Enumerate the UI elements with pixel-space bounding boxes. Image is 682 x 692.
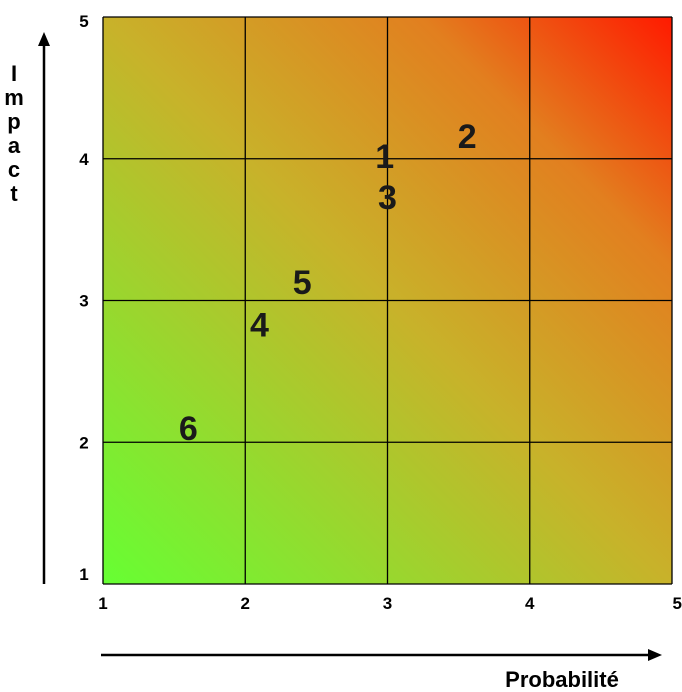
x-tick-label: 5 [673, 594, 682, 613]
y-tick-label: 4 [79, 150, 89, 169]
x-tick-label: 4 [525, 594, 535, 613]
y-tick-label: 3 [79, 292, 88, 311]
x-tick-label: 2 [241, 594, 250, 613]
y-axis-arrow-head [38, 32, 50, 46]
y-axis-title-letter: a [8, 133, 21, 158]
grid-lines [102, 16, 673, 585]
y-tick-label: 1 [79, 565, 88, 584]
risk-point-4: 4 [250, 307, 269, 345]
risk-points: 1 2 3 45 6 [179, 118, 477, 448]
risk-point-2: 2 [458, 118, 477, 156]
y-axis-title-letter: c [8, 157, 20, 182]
y-axis-title-letter: p [7, 109, 20, 134]
y-tick-label: 2 [79, 433, 88, 452]
x-tick-label: 3 [383, 594, 392, 613]
x-axis-title: Probabilité [505, 667, 619, 692]
y-tick-label: 5 [79, 12, 88, 31]
y-axis-title-letter: t [10, 181, 18, 206]
x-tick-label: 1 [98, 594, 107, 613]
y-axis-title-letter: I [11, 61, 17, 86]
x-axis-arrow-head [648, 649, 662, 661]
y-axis-title-letter: m [4, 85, 24, 110]
risk-point-6: 6 [179, 410, 198, 448]
risk-point-5: 5 [293, 264, 312, 302]
risk-point-1: 1 [375, 138, 394, 176]
risk-point-3: 3 [378, 179, 397, 217]
